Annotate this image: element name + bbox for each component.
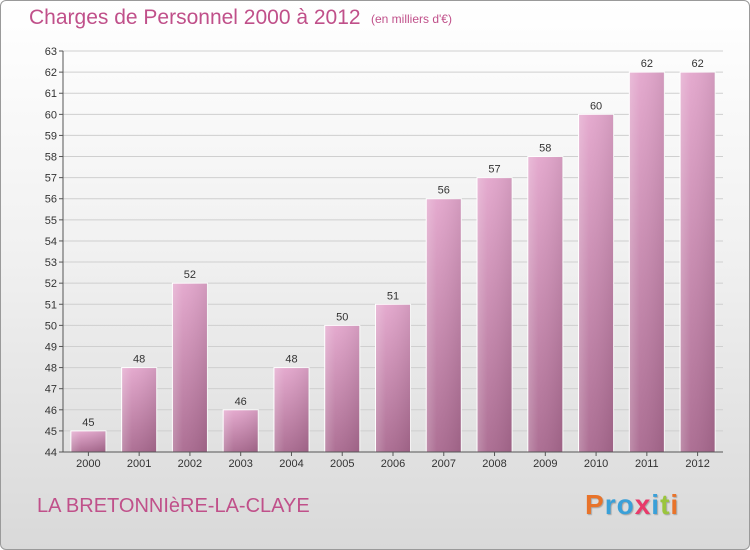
data-label: 56	[438, 185, 450, 197]
bar-shine	[578, 114, 614, 452]
x-tick-label: 2000	[76, 458, 100, 470]
y-tick-label: 51	[45, 299, 57, 311]
commune-name: LA BRETONNIèRE-LA-CLAYE	[37, 495, 310, 517]
bar-shine	[375, 304, 411, 452]
y-tick-label: 55	[45, 215, 57, 227]
y-tick-label: 58	[45, 152, 57, 164]
data-label: 62	[641, 58, 653, 70]
y-tick-label: 45	[45, 426, 57, 438]
logo-letter: x	[634, 489, 652, 520]
y-tick-label: 48	[45, 363, 57, 375]
x-tick-label: 2008	[482, 458, 506, 470]
logo-letter: t	[660, 489, 671, 520]
bar-shine	[426, 198, 462, 452]
bar-shine	[273, 367, 309, 452]
bar-shine	[223, 409, 259, 452]
bar-shine	[527, 156, 563, 453]
y-tick-label: 62	[45, 67, 57, 79]
bar-shine	[324, 325, 360, 452]
bars: 45 48 52 46 48 50 51 56 57 58 60 62 62	[70, 58, 716, 453]
x-tick-label: 2004	[279, 458, 303, 470]
x-tick-label: 2002	[178, 458, 202, 470]
x-tick-label: 2012	[685, 458, 709, 470]
y-tick-label: 49	[45, 341, 57, 353]
y-tick-label: 57	[45, 173, 57, 185]
bar-shine	[477, 177, 513, 452]
x-tick-label: 2007	[432, 458, 456, 470]
y-tick-label: 50	[45, 320, 57, 332]
axes: 44 45 46 47 48 49 50 51 52 53 54 55 56 57 58 59 60 61 62 63…	[45, 46, 723, 470]
logo-letter: r	[604, 489, 617, 520]
chart-subtitle: (en milliers d'€)	[371, 12, 452, 26]
bar-shine	[680, 72, 716, 453]
y-tick-label: 60	[45, 109, 57, 121]
y-tick-label: 53	[45, 257, 57, 269]
proxiti-logo: Proxiti	[585, 489, 679, 521]
x-tick-label: 2001	[127, 458, 151, 470]
y-tick-label: 54	[45, 236, 57, 248]
y-tick-label: 44	[45, 447, 57, 459]
x-tick-label: 2006	[381, 458, 405, 470]
data-label: 58	[539, 143, 551, 155]
y-tick-label: 56	[45, 194, 57, 206]
data-label: 51	[387, 290, 399, 302]
data-label: 45	[82, 417, 94, 429]
bar-shine	[172, 283, 208, 452]
y-tick-label: 47	[45, 384, 57, 396]
y-tick-label: 52	[45, 278, 57, 290]
data-label: 50	[336, 311, 348, 323]
data-label: 48	[285, 354, 297, 366]
data-label: 57	[488, 164, 500, 176]
data-label: 60	[590, 100, 602, 112]
bar-shine	[121, 367, 157, 452]
x-tick-label: 2005	[330, 458, 354, 470]
chart-title: Charges de Personnel 2000 à 2012	[29, 6, 361, 29]
logo-letter: o	[616, 489, 635, 520]
y-tick-label: 46	[45, 405, 57, 417]
x-tick-label: 2011	[635, 458, 659, 470]
y-tick-label: 63	[45, 46, 57, 58]
bar-shine	[629, 72, 665, 453]
x-tick-label: 2003	[228, 458, 252, 470]
data-label: 48	[133, 354, 145, 366]
data-label: 46	[235, 396, 247, 408]
logo-letter: P	[585, 489, 605, 520]
data-label: 52	[184, 269, 196, 281]
x-tick-label: 2010	[584, 458, 608, 470]
y-tick-label: 61	[45, 88, 57, 100]
y-tick-label: 59	[45, 130, 57, 142]
data-label: 62	[691, 58, 703, 70]
bar-shine	[70, 430, 106, 452]
logo-letter: i	[670, 489, 680, 520]
x-tick-label: 2009	[533, 458, 557, 470]
logo-letter: i	[651, 489, 661, 520]
